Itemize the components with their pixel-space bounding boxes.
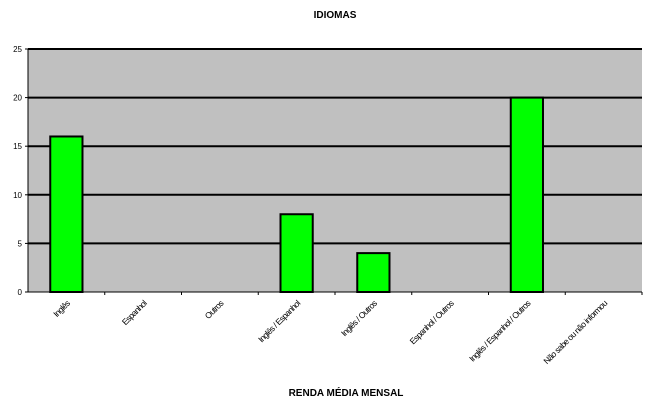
x-tick-label: Espanhol [120, 298, 149, 327]
bar [279, 213, 314, 294]
x-tick-label: Outros [203, 298, 226, 321]
y-tick-label: 0 [18, 288, 23, 297]
y-tick-label: 15 [13, 142, 22, 151]
x-tick-labels: Inglês Espanhol Outros Inglês / Espanhol Ing… [51, 292, 643, 366]
plot-area [28, 49, 642, 292]
bar [356, 252, 391, 293]
y-tick-label: 25 [13, 45, 22, 54]
y-tick-label: 5 [18, 239, 23, 248]
x-tick-label: Inglês / Outros [339, 298, 379, 338]
y-tick-labels: 0 5 10 15 20 25 [13, 45, 28, 297]
chart-title: IDIOMAS [314, 10, 357, 21]
footer-text: RENDA MÉDIA MENSAL [289, 386, 404, 398]
y-tick-label: 10 [13, 191, 22, 200]
x-tick-label: Não sabe ou não informou [541, 298, 609, 366]
y-tick-label: 20 [13, 94, 22, 103]
x-tick-label: Espanhol / Outros [408, 298, 456, 346]
bar [49, 135, 84, 293]
x-tick-label: Inglês / Espanhol [256, 298, 302, 344]
bar [509, 96, 544, 293]
x-tick-label: Inglês / Espanhol / Outros [467, 298, 532, 363]
bars [49, 96, 544, 294]
x-tick-label: Inglês [51, 298, 72, 319]
